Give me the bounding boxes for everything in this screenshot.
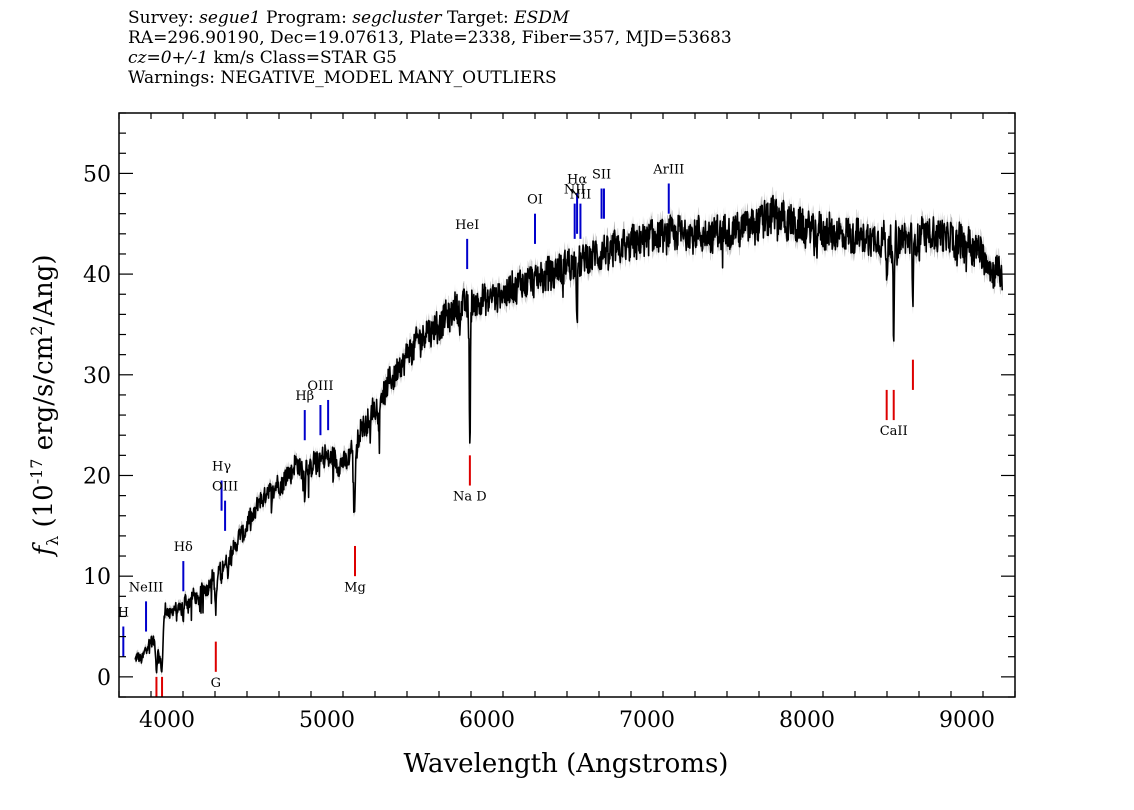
axes — [118, 112, 1016, 698]
emission-line-label: Hα — [567, 172, 587, 187]
y-tick-label: 0 — [97, 666, 111, 691]
tick-marks — [118, 112, 1016, 698]
x-tick-label: 9000 — [939, 708, 995, 733]
x-tick-label: 4000 — [139, 708, 195, 733]
spectrum-series — [134, 194, 1003, 674]
y-tick-label: 30 — [83, 364, 111, 389]
header-line-1: Survey: segue1 Program: segcluster Targe… — [128, 8, 732, 28]
emission-line-label: Hβ — [295, 389, 314, 404]
program-value: segcluster — [352, 8, 442, 28]
survey-label: Survey: — [128, 8, 194, 28]
y-tick-label: 50 — [83, 162, 111, 187]
survey-value: segue1 — [199, 8, 261, 28]
y-axis-label-units-3: /Ang) — [29, 254, 59, 325]
emission-line-label: ArIII — [652, 162, 684, 177]
y-axis-label-units-2: erg/s/cm — [29, 336, 59, 459]
emission-line-label: NII — [564, 183, 586, 198]
spectrum-line — [134, 194, 1003, 674]
x-tick-label: 6000 — [459, 708, 515, 733]
x-tick-label: 8000 — [779, 708, 835, 733]
y-axis-label-units-1: (10 — [29, 484, 59, 536]
program-label: Program: — [266, 8, 347, 28]
y-axis-label-exponent-1: -17 — [27, 459, 46, 485]
y-tick-label: 10 — [83, 565, 111, 590]
y-tick-label: 40 — [83, 263, 111, 288]
header-line-3: cz=0+/-1 km/s Class=STAR G5 — [128, 48, 732, 68]
plot-frame — [118, 112, 1016, 698]
emission-line-label: OI — [527, 193, 543, 208]
x-tick-label: 7000 — [619, 708, 675, 733]
class-value: km/s Class=STAR G5 — [208, 48, 397, 68]
tick-labels: 4000 5000 6000 7000 8000 9000 0 10 20 30 40 50 — [83, 162, 995, 733]
target-label: Target: — [446, 8, 509, 28]
emission-line-label: H — [118, 605, 129, 620]
y-axis-label-subscript: λ — [43, 536, 62, 546]
absorption-line-label: Na D — [453, 490, 487, 505]
emission-line-label: SII — [592, 167, 611, 182]
absorption-line-label: G — [211, 676, 221, 691]
emission-line-label: NII — [570, 188, 592, 203]
emission-line-label: OIII — [307, 379, 333, 394]
y-axis-label-exponent-2: 2 — [27, 326, 46, 336]
y-tick-label: 20 — [83, 464, 111, 489]
absorption-line-label: CaII — [880, 424, 908, 439]
x-tick-label: 5000 — [299, 708, 355, 733]
plot-header: Survey: segue1 Program: segcluster Targe… — [128, 8, 732, 88]
header-line-2: RA=296.90190, Dec=19.07613, Plate=2338, … — [128, 28, 732, 48]
emission-line-label: OIII — [212, 480, 238, 495]
emission-line-label: HeI — [455, 218, 479, 233]
emission-line-label: NeIII — [129, 580, 163, 595]
emission-line-label: Hδ — [174, 540, 193, 555]
redshift-value: cz=0+/-1 — [128, 48, 209, 68]
header-line-4: Warnings: NEGATIVE_MODEL MANY_OUTLIERS — [128, 68, 557, 88]
target-value: ESDM — [514, 8, 570, 28]
x-axis-label: Wavelength (Angstroms) — [404, 749, 729, 779]
absorption-line-label: Mg — [344, 580, 366, 595]
emission-line-label: Hγ — [212, 459, 231, 474]
y-axis-label: fλ (10-17 erg/s/cm2/Ang) — [27, 254, 62, 557]
